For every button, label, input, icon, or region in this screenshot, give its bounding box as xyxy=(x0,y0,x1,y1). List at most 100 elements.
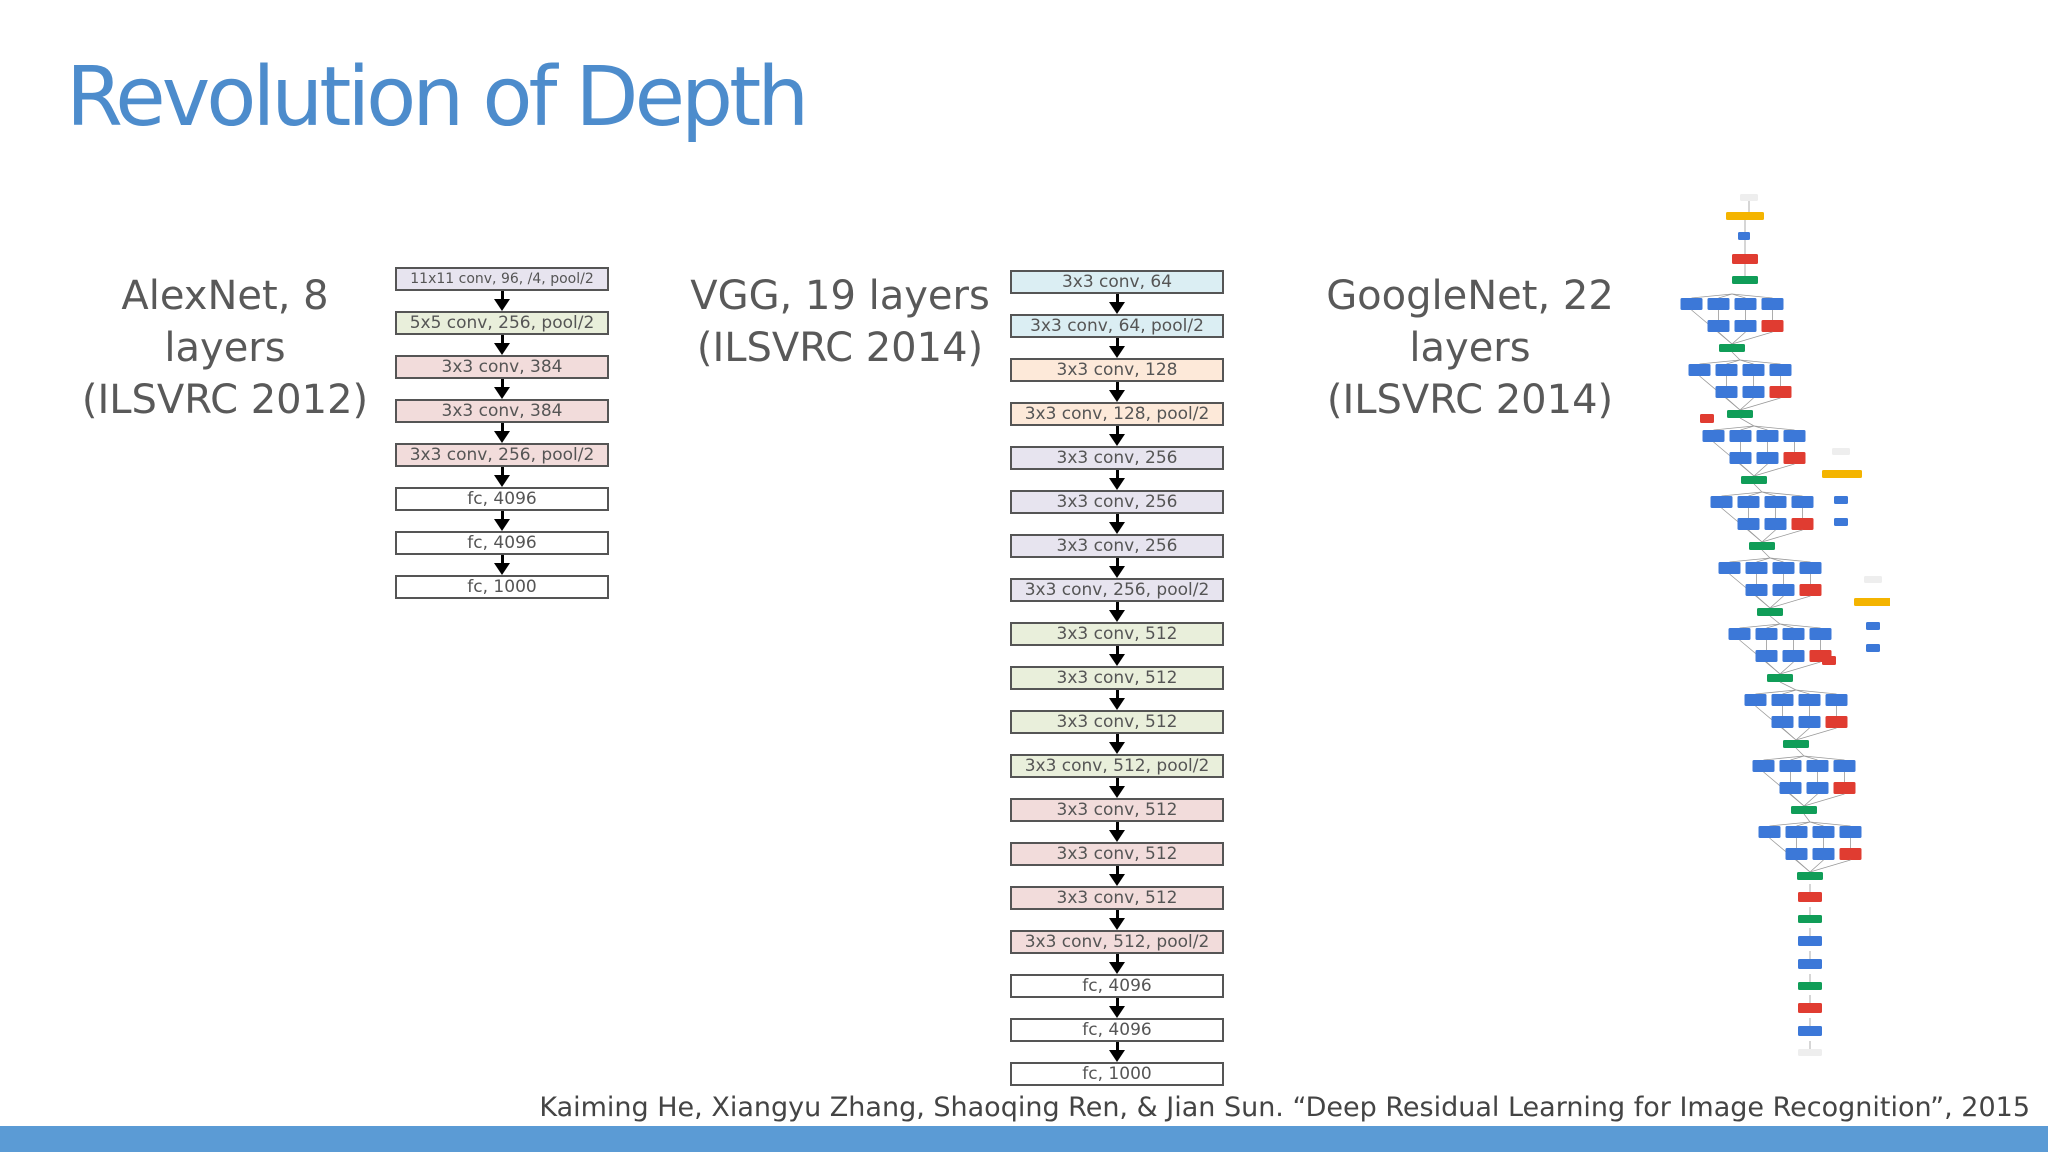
googlenet-node-55 xyxy=(1782,650,1805,662)
googlenet-edge xyxy=(1691,293,1733,299)
googlenet-edge xyxy=(1748,491,1763,497)
googlenet-node-1 xyxy=(1740,194,1758,201)
googlenet-edge xyxy=(1718,331,1733,345)
googlenet-node-2 xyxy=(1726,212,1764,220)
vgg-layer-4: 3x3 conv, 128, pool/2 xyxy=(1010,402,1224,426)
googlenet-node-76 xyxy=(1806,782,1829,794)
googlenet-edge xyxy=(1795,727,1810,741)
alexnet-label-line2: (ILSVRC 2012) xyxy=(81,377,369,423)
googlenet-node-90 xyxy=(1798,936,1822,946)
googlenet-node-45 xyxy=(1745,584,1768,596)
googlenet-node-48 xyxy=(1799,562,1822,574)
googlenet-node-71 xyxy=(1783,740,1809,748)
googlenet-edge xyxy=(1803,755,1845,761)
googlenet-node-84 xyxy=(1812,848,1835,860)
googlenet-node-3 xyxy=(1738,232,1750,240)
googlenet-node-70 xyxy=(1825,716,1848,728)
googlenet-node-27 xyxy=(1756,452,1779,464)
googlenet-node-6 xyxy=(1680,298,1703,310)
googlenet-node-62 xyxy=(1864,576,1882,583)
googlenet-edge xyxy=(1731,293,1773,299)
googlenet-edge xyxy=(1803,755,1818,761)
googlenet-edge xyxy=(1769,821,1811,827)
googlenet-edge xyxy=(1766,661,1781,675)
googlenet-edge xyxy=(1761,549,1771,559)
vgg-layer-13: 3x3 conv, 512 xyxy=(1010,798,1224,822)
googlenet-node-67 xyxy=(1798,694,1821,706)
vgg-label-line1: VGG, 19 layers xyxy=(690,273,990,319)
googlenet-node-23 xyxy=(1702,430,1725,442)
googlenet-edge xyxy=(1739,359,1754,365)
googlenet-edge xyxy=(1731,331,1773,345)
googlenet-edge xyxy=(1761,529,1803,543)
googlenet-node-94 xyxy=(1798,1026,1822,1036)
googlenet-edge xyxy=(1790,793,1805,807)
googlenet-edge xyxy=(1779,661,1794,675)
slide-title: Revolution of Depth xyxy=(66,50,809,145)
googlenet-edge xyxy=(1753,463,1768,477)
googlenet-node-21 xyxy=(1727,410,1753,418)
vgg-layer-17: fc, 4096 xyxy=(1010,974,1224,998)
googlenet-node-58 xyxy=(1767,674,1793,682)
googlenet-node-18 xyxy=(1742,386,1765,398)
vgg-layer-15: 3x3 conv, 512 xyxy=(1010,886,1224,910)
googlenet-node-82 xyxy=(1785,848,1808,860)
googlenet-edge xyxy=(1779,623,1821,629)
googlenet-node-11 xyxy=(1761,298,1784,310)
googlenet-node-12 xyxy=(1761,320,1784,332)
googlenet-edge xyxy=(1729,557,1771,563)
googlenet-edge xyxy=(1795,689,1837,695)
googlenet-node-64 xyxy=(1744,694,1767,706)
googlenet-node-29 xyxy=(1783,452,1806,464)
vgg-layer-16: 3x3 conv, 512, pool/2 xyxy=(1010,930,1224,954)
vgg-layer-1: 3x3 conv, 64 xyxy=(1010,270,1224,294)
googlenet-edge xyxy=(1803,793,1845,807)
googlenet-edge xyxy=(1740,463,1755,477)
googlenet-node-69 xyxy=(1825,694,1848,706)
googlenet-node-53 xyxy=(1755,650,1778,662)
googlenet-node-36 xyxy=(1737,496,1760,508)
googlenet-node-38 xyxy=(1764,496,1787,508)
vgg-layer-6: 3x3 conv, 256 xyxy=(1010,490,1224,514)
googlenet-edge xyxy=(1809,821,1851,827)
alexnet-label-line1: AlexNet, 8 layers xyxy=(121,273,329,371)
googlenet-node-59 xyxy=(1854,598,1890,606)
googlenet-edge xyxy=(1795,747,1805,757)
googlenet-edge xyxy=(1739,397,1781,411)
alexnet-layer-2: 5x5 conv, 256, pool/2 xyxy=(395,311,609,335)
googlenet-edge xyxy=(1796,821,1811,827)
googlenet-node-26 xyxy=(1756,430,1779,442)
googlenet-node-10 xyxy=(1734,320,1757,332)
googlenet-node-20 xyxy=(1769,386,1792,398)
googlenet-node-25 xyxy=(1729,452,1752,464)
googlenet-node-63 xyxy=(1822,656,1836,665)
googlenet-node-5 xyxy=(1732,276,1758,284)
alexnet-layer-1: 11x11 conv, 96, /4, pool/2 xyxy=(395,267,609,291)
vgg-layer-8: 3x3 conv, 256, pool/2 xyxy=(1010,578,1224,602)
googlenet-node-77 xyxy=(1833,760,1856,772)
googlenet-edge xyxy=(1803,793,1818,807)
googlenet-edge xyxy=(1790,755,1805,761)
googlenet-edge xyxy=(1763,755,1805,761)
googlenet-edge xyxy=(1779,623,1794,629)
vgg-layer-10: 3x3 conv, 512 xyxy=(1010,666,1224,690)
googlenet-node-7 xyxy=(1707,298,1730,310)
vgg-layer-18: fc, 4096 xyxy=(1010,1018,1224,1042)
googlenet-edge xyxy=(1769,615,1781,625)
googlenet-node-81 xyxy=(1785,826,1808,838)
googlenet-edge xyxy=(1740,425,1755,431)
googlenet-edge xyxy=(1739,397,1754,411)
googlenet-node-93 xyxy=(1798,1003,1822,1013)
googlenet-node-83 xyxy=(1812,826,1835,838)
googlenet-node-44 xyxy=(1745,562,1768,574)
vgg-layer-9: 3x3 conv, 512 xyxy=(1010,622,1224,646)
googlenet-edge xyxy=(1779,661,1821,675)
googlenet-node-28 xyxy=(1783,430,1806,442)
googlenet-node-13 xyxy=(1719,344,1745,352)
googlenet-node-32 xyxy=(1834,496,1848,504)
googlenet-node-41 xyxy=(1791,518,1814,530)
googlenet-edge xyxy=(1809,859,1824,873)
googlenet-edge xyxy=(1721,491,1763,497)
googlenet-edge xyxy=(1756,595,1771,609)
vgg-label: VGG, 19 layers (ILSVRC 2014) xyxy=(690,270,990,374)
